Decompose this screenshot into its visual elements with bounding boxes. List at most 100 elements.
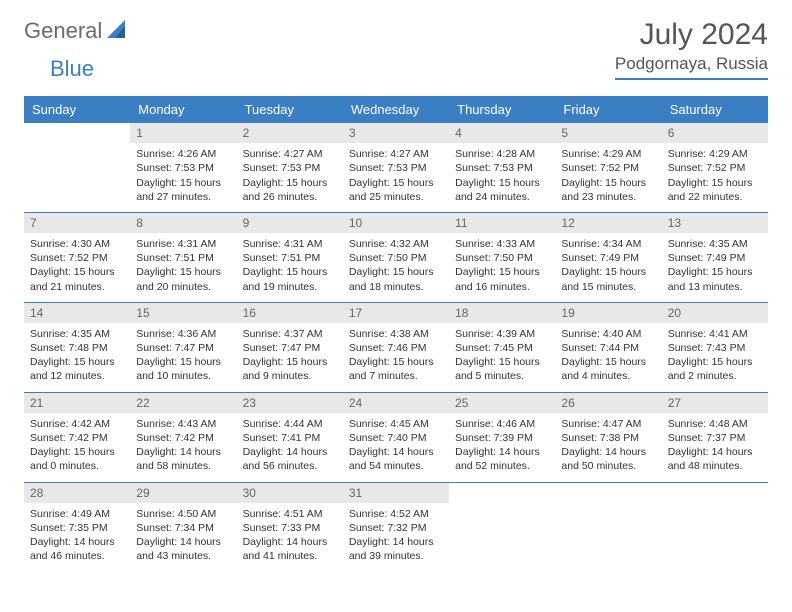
daylight1-text: Daylight: 15 hours — [136, 265, 230, 279]
sunrise-text: Sunrise: 4:35 AM — [668, 237, 762, 251]
daylight1-text: Daylight: 15 hours — [30, 355, 124, 369]
daylight2-text: and 13 minutes. — [668, 280, 762, 294]
calendar-cell: 25Sunrise: 4:46 AMSunset: 7:39 PMDayligh… — [449, 393, 555, 482]
daylight2-text: and 0 minutes. — [30, 459, 124, 473]
week-row: 21Sunrise: 4:42 AMSunset: 7:42 PMDayligh… — [24, 393, 768, 483]
day-number: 4 — [449, 123, 555, 143]
calendar-cell: 26Sunrise: 4:47 AMSunset: 7:38 PMDayligh… — [555, 393, 661, 482]
daylight1-text: Daylight: 15 hours — [561, 176, 655, 190]
day-number: 25 — [449, 393, 555, 413]
calendar-cell: 22Sunrise: 4:43 AMSunset: 7:42 PMDayligh… — [130, 393, 236, 482]
daylight1-text: Daylight: 14 hours — [455, 445, 549, 459]
daylight1-text: Daylight: 14 hours — [561, 445, 655, 459]
day-number: 29 — [130, 483, 236, 503]
calendar-cell: 3Sunrise: 4:27 AMSunset: 7:53 PMDaylight… — [343, 123, 449, 212]
sunrise-text: Sunrise: 4:50 AM — [136, 507, 230, 521]
day-number: 24 — [343, 393, 449, 413]
sunrise-text: Sunrise: 4:52 AM — [349, 507, 443, 521]
sunset-text: Sunset: 7:51 PM — [243, 251, 337, 265]
brand-part1: General — [24, 18, 102, 44]
daylight2-text: and 24 minutes. — [455, 190, 549, 204]
sunset-text: Sunset: 7:51 PM — [136, 251, 230, 265]
day-number: 3 — [343, 123, 449, 143]
sunset-text: Sunset: 7:53 PM — [349, 161, 443, 175]
daylight1-text: Daylight: 14 hours — [243, 535, 337, 549]
sunrise-text: Sunrise: 4:51 AM — [243, 507, 337, 521]
day-number: 21 — [24, 393, 130, 413]
sunrise-text: Sunrise: 4:27 AM — [349, 147, 443, 161]
daylight2-text: and 12 minutes. — [30, 369, 124, 383]
sunset-text: Sunset: 7:50 PM — [455, 251, 549, 265]
sunset-text: Sunset: 7:53 PM — [136, 161, 230, 175]
weeks-container: 1Sunrise: 4:26 AMSunset: 7:53 PMDaylight… — [24, 123, 768, 571]
daylight2-text: and 7 minutes. — [349, 369, 443, 383]
calendar-cell: 8 Sunrise: 4:31 AMSunset: 7:51 PMDaylight… — [130, 213, 236, 302]
daylight2-text: and 52 minutes. — [455, 459, 549, 473]
calendar-cell: 18Sunrise: 4:39 AMSunset: 7:45 PMDayligh… — [449, 303, 555, 392]
sunset-text: Sunset: 7:39 PM — [455, 431, 549, 445]
daylight2-text: and 15 minutes. — [561, 280, 655, 294]
day-header-wed: Wednesday — [343, 96, 449, 123]
day-number: 7 — [24, 213, 130, 233]
sunset-text: Sunset: 7:35 PM — [30, 521, 124, 535]
daylight1-text: Daylight: 14 hours — [30, 535, 124, 549]
sunrise-text: Sunrise: 4:42 AM — [30, 417, 124, 431]
daylight1-text: Daylight: 15 hours — [243, 176, 337, 190]
daylight2-text: and 27 minutes. — [136, 190, 230, 204]
calendar-cell: 6Sunrise: 4:29 AMSunset: 7:52 PMDaylight… — [662, 123, 768, 212]
sunset-text: Sunset: 7:45 PM — [455, 341, 549, 355]
daylight1-text: Daylight: 14 hours — [668, 445, 762, 459]
sunrise-text: Sunrise: 4:35 AM — [30, 327, 124, 341]
sunrise-text: Sunrise: 4:39 AM — [455, 327, 549, 341]
day-header-sun: Sunday — [24, 96, 130, 123]
calendar-cell: 5Sunrise: 4:29 AMSunset: 7:52 PMDaylight… — [555, 123, 661, 212]
daylight1-text: Daylight: 15 hours — [243, 265, 337, 279]
daylight1-text: Daylight: 15 hours — [349, 265, 443, 279]
daylight2-text: and 4 minutes. — [561, 369, 655, 383]
calendar-cell: 14Sunrise: 4:35 AMSunset: 7:48 PMDayligh… — [24, 303, 130, 392]
calendar-cell: 9Sunrise: 4:31 AMSunset: 7:51 PMDaylight… — [237, 213, 343, 302]
daylight1-text: Daylight: 14 hours — [349, 535, 443, 549]
sunset-text: Sunset: 7:52 PM — [561, 161, 655, 175]
daylight2-text: and 22 minutes. — [668, 190, 762, 204]
daylight2-text: and 58 minutes. — [136, 459, 230, 473]
day-header-fri: Friday — [555, 96, 661, 123]
daylight1-text: Daylight: 14 hours — [136, 445, 230, 459]
calendar-cell: 11Sunrise: 4:33 AMSunset: 7:50 PMDayligh… — [449, 213, 555, 302]
calendar-table: Sunday Monday Tuesday Wednesday Thursday… — [24, 96, 768, 571]
day-number: 8 — [130, 213, 236, 233]
day-number: 11 — [449, 213, 555, 233]
sunrise-text: Sunrise: 4:49 AM — [30, 507, 124, 521]
daylight1-text: Daylight: 15 hours — [30, 265, 124, 279]
sunset-text: Sunset: 7:46 PM — [349, 341, 443, 355]
sunset-text: Sunset: 7:44 PM — [561, 341, 655, 355]
day-number: 28 — [24, 483, 130, 503]
daylight2-text: and 43 minutes. — [136, 549, 230, 563]
sunrise-text: Sunrise: 4:31 AM — [243, 237, 337, 251]
sunrise-text: Sunrise: 4:31 AM — [136, 237, 230, 251]
calendar-cell: 21Sunrise: 4:42 AMSunset: 7:42 PMDayligh… — [24, 393, 130, 482]
day-number: 14 — [24, 303, 130, 323]
daylight1-text: Daylight: 15 hours — [455, 265, 549, 279]
brand-sail-icon — [107, 20, 129, 43]
daylight2-text: and 21 minutes. — [30, 280, 124, 294]
daylight1-text: Daylight: 15 hours — [561, 265, 655, 279]
sunset-text: Sunset: 7:42 PM — [136, 431, 230, 445]
calendar-cell: 13Sunrise: 4:35 AMSunset: 7:49 PMDayligh… — [662, 213, 768, 302]
calendar-cell: 19Sunrise: 4:40 AMSunset: 7:44 PMDayligh… — [555, 303, 661, 392]
day-number: 10 — [343, 213, 449, 233]
calendar-cell: 29Sunrise: 4:50 AMSunset: 7:34 PMDayligh… — [130, 483, 236, 572]
calendar-cell: 20Sunrise: 4:41 AMSunset: 7:43 PMDayligh… — [662, 303, 768, 392]
sunrise-text: Sunrise: 4:47 AM — [561, 417, 655, 431]
daylight1-text: Daylight: 15 hours — [136, 355, 230, 369]
sunrise-text: Sunrise: 4:36 AM — [136, 327, 230, 341]
day-number: 18 — [449, 303, 555, 323]
sunrise-text: Sunrise: 4:28 AM — [455, 147, 549, 161]
calendar-cell: 30Sunrise: 4:51 AMSunset: 7:33 PMDayligh… — [237, 483, 343, 572]
daylight2-text: and 41 minutes. — [243, 549, 337, 563]
daylight2-text: and 2 minutes. — [668, 369, 762, 383]
sunset-text: Sunset: 7:53 PM — [455, 161, 549, 175]
sunset-text: Sunset: 7:49 PM — [668, 251, 762, 265]
day-number: 1 — [130, 123, 236, 143]
sunset-text: Sunset: 7:32 PM — [349, 521, 443, 535]
